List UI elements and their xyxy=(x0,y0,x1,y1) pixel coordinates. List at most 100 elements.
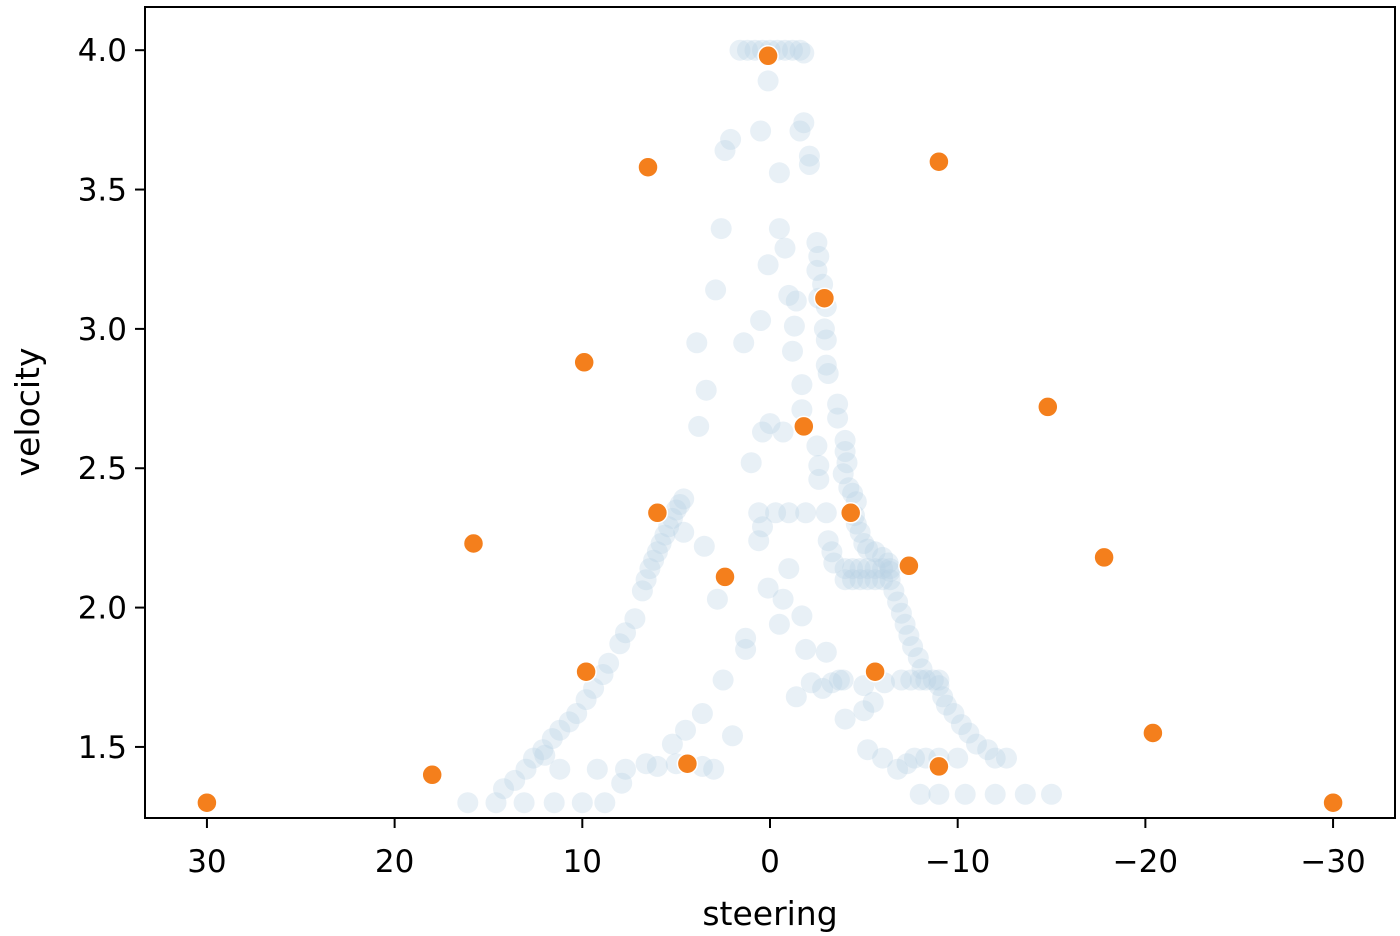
highlight-point xyxy=(839,502,862,524)
background-point xyxy=(806,259,828,281)
background-point xyxy=(834,569,856,591)
background-point xyxy=(950,714,972,736)
background-point xyxy=(791,374,813,396)
background-point xyxy=(798,145,820,167)
background-point xyxy=(922,669,944,691)
background-point xyxy=(900,669,922,691)
background-point xyxy=(834,429,856,451)
background-point xyxy=(815,329,837,351)
y-tick-label: 2.0 xyxy=(78,591,127,627)
background-point xyxy=(765,502,787,524)
background-point xyxy=(943,703,965,724)
background-point xyxy=(457,792,479,814)
background-point xyxy=(752,516,773,538)
background-point xyxy=(795,502,817,524)
background-point xyxy=(947,747,969,769)
background-point xyxy=(549,719,571,741)
background-point xyxy=(911,658,933,680)
background-point xyxy=(872,558,894,580)
background-point xyxy=(890,602,912,624)
background-point xyxy=(594,792,616,814)
background-point xyxy=(806,435,828,457)
background-point xyxy=(887,591,909,613)
background-point xyxy=(740,452,762,474)
highlight-point xyxy=(676,752,699,775)
background-point xyxy=(778,558,800,580)
highlight-point xyxy=(1142,722,1164,744)
background-point xyxy=(915,669,937,691)
background-point xyxy=(783,315,805,337)
y-tick-label: 3.5 xyxy=(78,173,127,209)
background-point xyxy=(785,290,807,312)
background-point xyxy=(984,783,1006,805)
background-point xyxy=(504,769,526,791)
background-point xyxy=(609,633,631,655)
background-point xyxy=(827,393,849,415)
background-point xyxy=(849,558,871,580)
background-point xyxy=(752,421,773,443)
background-point xyxy=(789,120,811,142)
background-point xyxy=(864,541,886,563)
highlight-point xyxy=(1037,396,1059,418)
background-point xyxy=(729,39,751,61)
background-point xyxy=(857,558,879,580)
background-point xyxy=(966,733,987,755)
highlight-point xyxy=(575,660,597,683)
background-point xyxy=(493,778,514,800)
background-point xyxy=(737,39,758,61)
background-point xyxy=(646,755,668,777)
background-point xyxy=(675,719,696,741)
background-point xyxy=(791,399,813,421)
background-point xyxy=(759,413,781,435)
background-point xyxy=(782,39,803,61)
background-point xyxy=(1041,783,1062,805)
background-point xyxy=(909,783,931,805)
background-point xyxy=(864,569,886,591)
background-point xyxy=(750,310,772,331)
background-point xyxy=(862,691,884,713)
background-point xyxy=(834,708,856,730)
background-point xyxy=(639,558,661,580)
background-point xyxy=(789,39,811,61)
background-point xyxy=(842,558,864,580)
background-point xyxy=(954,783,976,805)
highlight-point xyxy=(898,555,920,577)
background-point xyxy=(902,636,924,658)
background-point xyxy=(714,140,736,161)
background-point xyxy=(703,758,725,780)
y-axis-label: velocity xyxy=(8,348,47,477)
x-axis-label: steering xyxy=(702,894,837,933)
background-point xyxy=(541,728,563,750)
axis-ticks: 30 20 10 0 −10 −20 −30 1.5 2.0 2.5 3.0 3.5 4.0 xyxy=(78,33,1366,880)
y-tick-label: 1.5 xyxy=(78,730,127,766)
background-point xyxy=(798,154,820,175)
background-point xyxy=(774,237,796,259)
background-point xyxy=(583,677,605,699)
background-point xyxy=(571,792,593,814)
background-point xyxy=(757,254,779,276)
x-tick-label: 20 xyxy=(375,844,414,880)
background-point xyxy=(928,675,950,697)
background-point xyxy=(853,533,875,554)
background-point xyxy=(705,279,727,301)
background-point xyxy=(879,560,901,582)
background-point xyxy=(691,703,713,724)
highlight-point xyxy=(793,415,815,438)
background-point xyxy=(748,502,770,524)
x-tick-label: 0 xyxy=(760,844,780,880)
background-point xyxy=(857,538,879,560)
background-point xyxy=(932,686,954,708)
background-point xyxy=(735,627,757,649)
background-point xyxy=(823,552,845,574)
highlight-point xyxy=(864,660,886,683)
highlight-point xyxy=(714,566,736,588)
background-point xyxy=(834,558,856,580)
background-point xyxy=(808,468,830,490)
background-point xyxy=(693,535,715,557)
background-point xyxy=(661,733,683,755)
background-point xyxy=(887,758,909,780)
background-point xyxy=(795,638,817,660)
background-point xyxy=(712,669,734,691)
background-point xyxy=(821,541,843,563)
